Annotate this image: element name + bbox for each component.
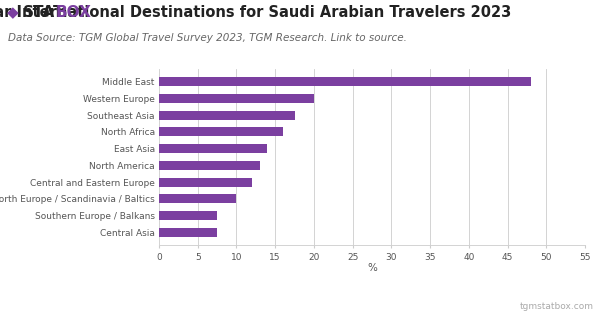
- Bar: [159, 127, 283, 137]
- Bar: [159, 144, 268, 153]
- Text: Data Source: TGM Global Travel Survey 2023, TGM Research. Link to source.: Data Source: TGM Global Travel Survey 20…: [8, 33, 406, 43]
- Bar: [159, 228, 217, 237]
- Bar: [159, 111, 295, 120]
- Bar: [159, 211, 217, 220]
- Text: tgmstatbox.com: tgmstatbox.com: [520, 302, 594, 311]
- Text: ◆: ◆: [7, 5, 19, 20]
- Bar: [159, 77, 531, 86]
- Text: Most Popular International Destinations for Saudi Arabian Travelers 2023: Most Popular International Destinations …: [0, 5, 512, 20]
- Bar: [159, 177, 252, 187]
- Bar: [159, 94, 314, 103]
- Bar: [159, 194, 236, 203]
- Text: STAT: STAT: [23, 5, 64, 20]
- Text: BOX: BOX: [56, 5, 92, 20]
- X-axis label: %: %: [367, 263, 377, 273]
- Bar: [159, 161, 260, 170]
- Legend: Saudi Arabia: Saudi Arabia: [318, 312, 426, 314]
